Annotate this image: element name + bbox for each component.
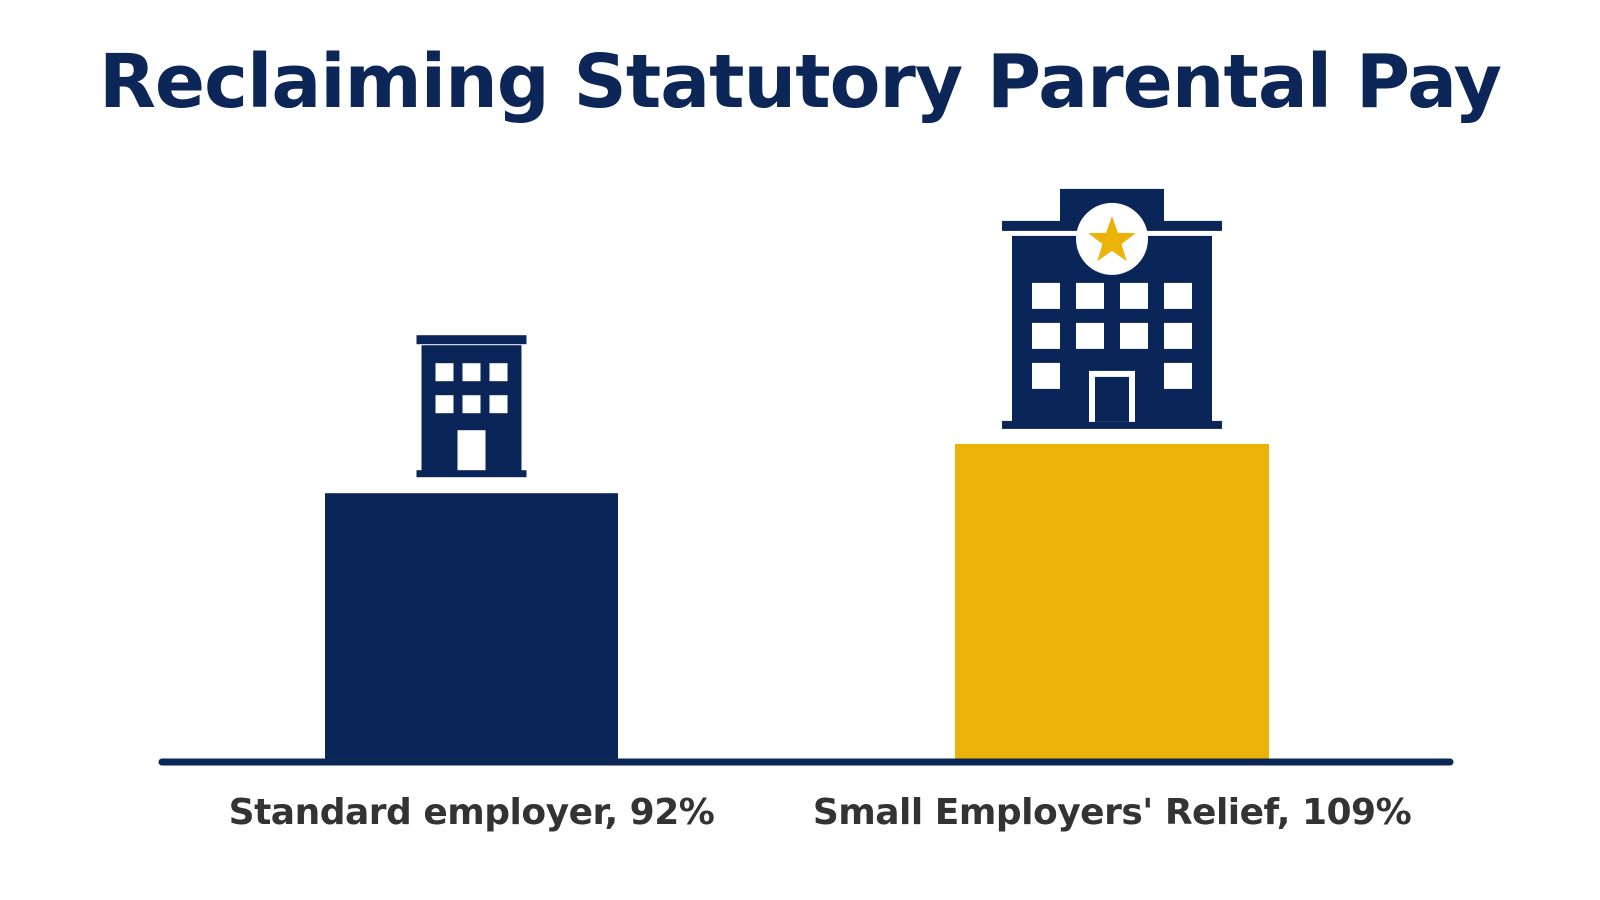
small-office-building-icon [416,335,527,478]
large-office-building-with-star-icon [1002,188,1222,429]
icons-layer [416,188,1222,478]
labels-layer: Standard employer, 92% Small Employers' R… [229,792,1412,833]
category-label-2: Small Employers' Relief, 109% [813,792,1411,833]
bar-2 [955,443,1269,760]
bars-layer [325,443,1269,760]
chart-title: Reclaiming Statutory Parental Pay [98,39,1502,125]
bar-1 [325,493,618,760]
category-label-1: Standard employer, 92% [229,792,715,833]
